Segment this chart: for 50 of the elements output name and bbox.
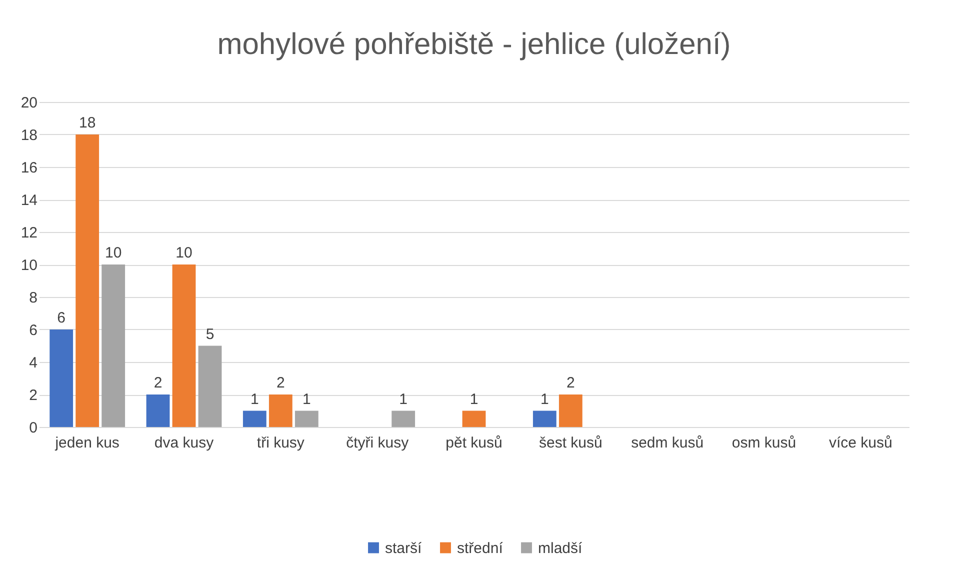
x-tick-label: šest kusů xyxy=(538,434,602,452)
bar xyxy=(462,410,486,427)
bar xyxy=(532,410,556,427)
bar xyxy=(268,394,292,427)
bar xyxy=(50,330,74,427)
y-tick-label: 10 xyxy=(20,257,38,274)
legend-label: starší xyxy=(385,540,423,557)
y-tick-label: 6 xyxy=(29,322,38,339)
x-tick-label: tři kusy xyxy=(256,434,305,452)
bar xyxy=(198,346,222,427)
x-tick-label: pět kusů xyxy=(446,434,502,452)
y-tick-label: 18 xyxy=(20,127,38,144)
bar xyxy=(172,264,196,427)
x-tick-label: sedm kusů xyxy=(631,434,704,452)
data-label: 1 xyxy=(250,390,259,408)
y-tick-label: 8 xyxy=(29,290,38,306)
bar xyxy=(146,394,170,427)
y-tick-label: 2 xyxy=(29,387,38,404)
data-label: 6 xyxy=(57,310,66,326)
y-tick-label: 20 xyxy=(20,94,38,112)
y-tick-label: 4 xyxy=(29,354,38,372)
data-label: 1 xyxy=(399,390,408,408)
data-label: 2 xyxy=(154,374,162,392)
data-label: 2 xyxy=(276,374,285,392)
bar xyxy=(294,410,318,427)
data-label: 1 xyxy=(302,390,311,408)
bar xyxy=(76,134,100,427)
x-tick-label: dva kusy xyxy=(154,434,214,452)
bar xyxy=(558,394,582,427)
data-label: 2 xyxy=(566,374,575,392)
x-tick-label: více kusů xyxy=(828,434,892,452)
data-label: 1 xyxy=(540,390,549,408)
x-tick-label: osm kusů xyxy=(732,434,796,452)
data-label: 10 xyxy=(176,244,192,262)
y-tick-label: 0 xyxy=(29,420,38,436)
y-tick-label: 12 xyxy=(20,224,38,242)
data-label: 18 xyxy=(78,114,96,132)
legend-label: střední xyxy=(457,540,504,557)
x-tick-label: jeden kus xyxy=(54,434,120,452)
bar xyxy=(102,264,126,427)
bar xyxy=(242,410,266,427)
data-label: 1 xyxy=(470,390,478,408)
x-tick-label: čtyři kusy xyxy=(346,434,410,452)
legend-label: mladší xyxy=(538,540,584,557)
bar xyxy=(392,410,416,427)
chart-title: mohylové pohřebiště - jehlice (uložení) xyxy=(217,28,731,61)
data-label: 10 xyxy=(104,244,122,262)
y-tick-label: 14 xyxy=(20,192,38,209)
data-label: 5 xyxy=(206,326,214,343)
y-tick-label: 16 xyxy=(20,160,38,176)
